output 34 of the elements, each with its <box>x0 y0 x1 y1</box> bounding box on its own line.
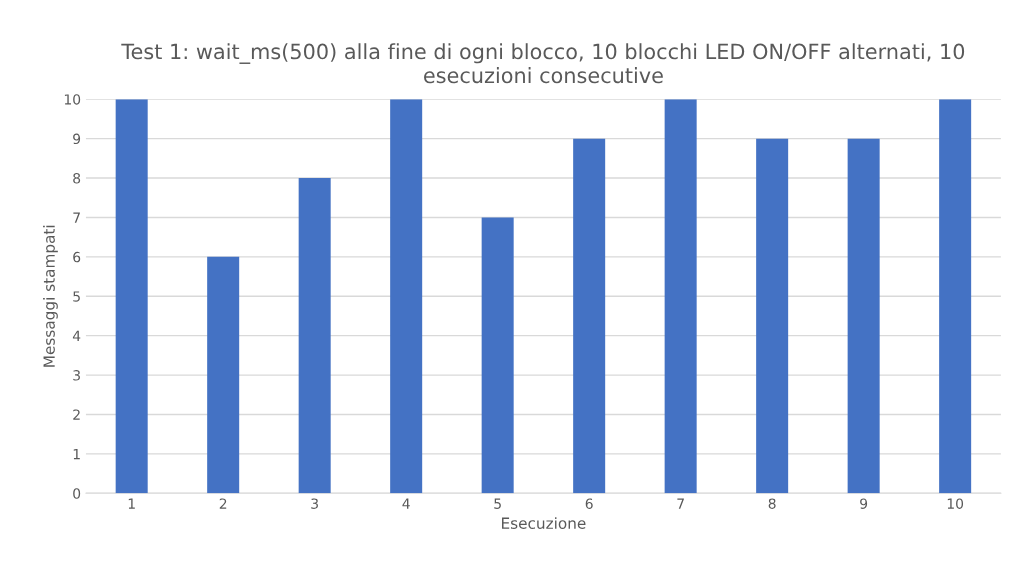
bar <box>664 99 697 494</box>
bar <box>939 99 972 494</box>
x-tick-label: 3 <box>311 498 318 509</box>
x-tick-label: 1 <box>128 498 135 509</box>
chart-title: Test 1: wait_ms(500) alla fine di ogni blocco, 10 blocchi LED ON/OFF alternati, 10 esecuzioni consecutive <box>121 43 965 84</box>
bar <box>115 99 148 494</box>
y-tick-label: 8 <box>73 173 81 184</box>
y-tick-label: 1 <box>73 449 80 460</box>
y-tick-label: 6 <box>73 251 81 263</box>
x-tick-label: 6 <box>585 498 593 509</box>
x-tick-label: 8 <box>768 498 776 509</box>
y-tick-label: 3 <box>73 370 80 381</box>
x-tick-label: 2 <box>219 498 227 509</box>
bar <box>847 138 880 494</box>
x-tick-label: 10 <box>947 498 964 509</box>
x-tick-label: 7 <box>677 498 684 509</box>
bar <box>756 138 789 494</box>
y-tick-label: 0 <box>73 488 81 499</box>
bar <box>390 99 423 494</box>
bar <box>207 256 240 494</box>
y-tick-label: 4 <box>72 330 81 341</box>
y-tick-label: 10 <box>64 94 81 105</box>
y-tick-label: 7 <box>73 212 80 223</box>
bar <box>481 217 514 494</box>
x-tick-label: 5 <box>494 498 501 509</box>
x-tick-label: 4 <box>402 498 410 509</box>
y-tick-label: 2 <box>73 409 80 420</box>
x-axis-title: Esecuzione <box>502 517 586 529</box>
y-tick-label: 9 <box>73 133 81 145</box>
y-tick-label: 5 <box>73 291 80 302</box>
bar <box>298 178 331 494</box>
x-tick-label: 9 <box>860 498 868 509</box>
bar <box>573 138 606 494</box>
y-axis-title: Messaggi stampati <box>43 225 58 367</box>
